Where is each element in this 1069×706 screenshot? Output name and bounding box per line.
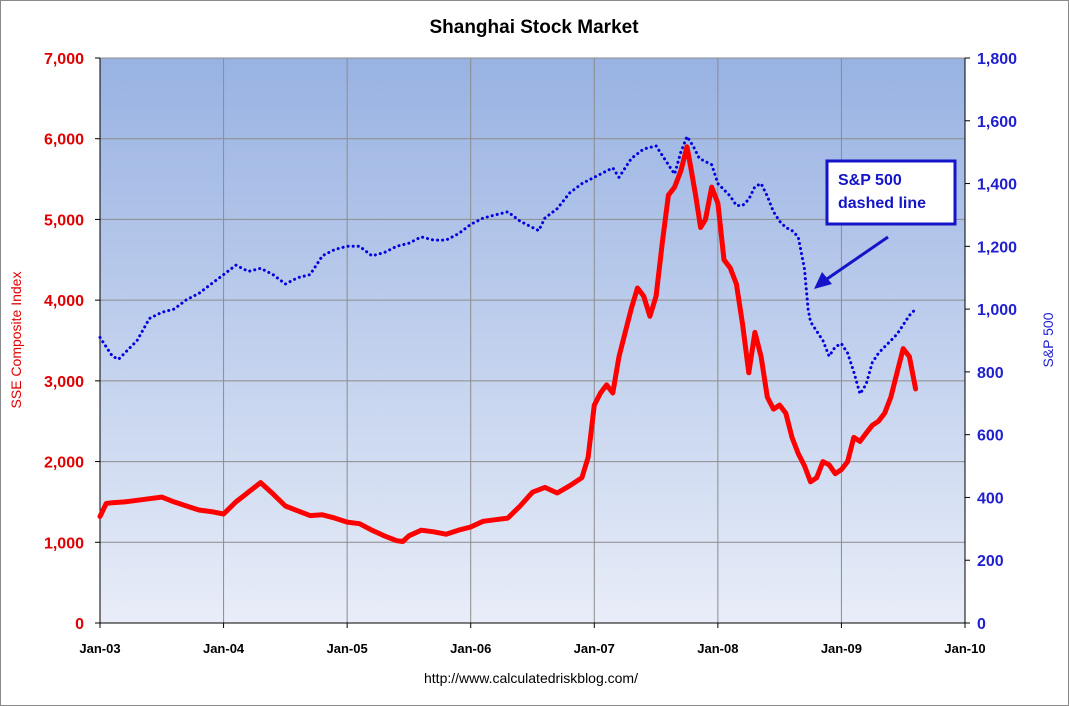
x-tick-label: Jan-05	[327, 641, 368, 656]
left-tick-label: 4,000	[44, 293, 84, 310]
grid-lines	[100, 57, 965, 623]
annotation-line-1: S&P 500	[838, 172, 902, 189]
x-tick-label: Jan-06	[450, 641, 491, 656]
plot-area	[100, 58, 965, 623]
chart-title: Shanghai Stock Market	[429, 17, 639, 38]
right-tick-label: 1,600	[977, 114, 1017, 131]
x-tick-label: Jan-10	[944, 641, 985, 656]
right-tick-label: 600	[977, 428, 1004, 445]
annotation-line-2: dashed line	[838, 195, 926, 212]
left-tick-label: 3,000	[44, 374, 84, 391]
sse-composite-series-line	[97, 144, 919, 544]
x-tick-label: Jan-04	[203, 641, 245, 656]
right-tick-label: 1,400	[977, 177, 1017, 194]
right-tick-label: 1,000	[977, 302, 1017, 319]
left-tick-label: 5,000	[44, 212, 84, 229]
left-tick-label: 0	[75, 616, 84, 633]
right-axis-label: S&P 500	[1040, 312, 1056, 367]
left-tick-label: 7,000	[44, 51, 84, 68]
left-tick-label: 1,000	[44, 535, 84, 552]
right-tick-label: 800	[977, 365, 1004, 382]
x-tick-label: Jan-03	[79, 641, 120, 656]
left-tick-label: 2,000	[44, 455, 84, 472]
right-tick-label: 0	[977, 616, 986, 633]
right-tick-label: 200	[977, 553, 1004, 570]
left-tick-label: 6,000	[44, 132, 84, 149]
x-tick-label: Jan-08	[697, 641, 738, 656]
x-tick-label: Jan-09	[821, 641, 862, 656]
right-axis-ticks: 0 200 400 600 800 1,000 1,200 1,400 1,600 1,800	[965, 51, 1017, 633]
annotation-callout: S&P 500 dashed line	[814, 159, 957, 289]
annotation-box	[825, 159, 957, 226]
annotation-arrow	[823, 235, 889, 283]
series-layer	[97, 135, 919, 544]
x-tick-label: Jan-07	[574, 641, 615, 656]
right-tick-label: 1,200	[977, 239, 1017, 256]
source-url: http://www.calculatedriskblog.com/	[424, 670, 638, 686]
left-axis-label: SSE Composite Index	[8, 272, 24, 409]
annotation-arrowhead	[814, 272, 832, 289]
sp500-series-line	[98, 135, 918, 396]
axes	[99, 58, 966, 624]
left-axis-ticks: 0 1,000 2,000 3,000 4,000 5,000 6,000 7,000	[44, 51, 100, 633]
x-axis-ticks: Jan-03 Jan-04 Jan-05 Jan-06 Jan-07 Jan-08 Jan-…	[79, 623, 986, 656]
right-tick-label: 1,800	[977, 51, 1017, 68]
right-tick-label: 400	[977, 490, 1004, 507]
